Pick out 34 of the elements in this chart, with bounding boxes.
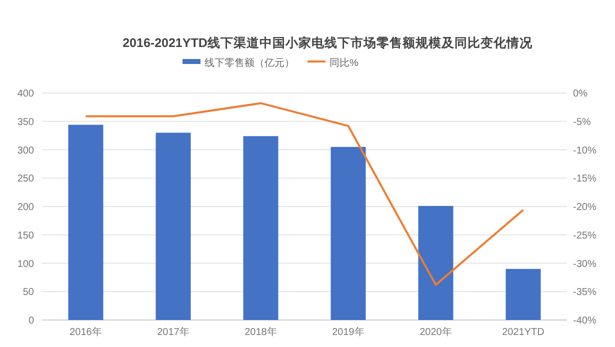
bar <box>156 132 191 320</box>
y2-tick-label: 0% <box>573 88 588 100</box>
y-tick-label: 0 <box>28 316 34 326</box>
bar <box>243 136 278 320</box>
bar <box>418 206 454 320</box>
y2-tick-label: -10% <box>573 145 596 156</box>
x-tick-label: 2021YTD <box>502 327 544 338</box>
y-tick-label: 50 <box>22 287 34 298</box>
x-tick-label: 2017年 <box>157 326 190 338</box>
y2-tick-label: -35% <box>573 287 596 298</box>
bar <box>330 146 366 320</box>
bar <box>506 268 541 320</box>
y-tick-label: 300 <box>17 145 34 156</box>
x-tick-label: 2018年 <box>244 326 277 338</box>
x-tick-label: 2016年 <box>70 326 102 338</box>
y2-tick-label: -20% <box>573 202 596 213</box>
chart-title: 2016-2021YTD线下渠道中国小家电线下市场零售额规模及同比变化情况 <box>122 35 534 50</box>
x-tick-label: 2019年 <box>332 326 364 338</box>
y2-tick-label: -30% <box>573 258 596 270</box>
legend-label: 同比% <box>330 57 358 69</box>
x-tick-label: 2020年 <box>420 326 452 338</box>
y-tick-label: 400 <box>17 88 34 100</box>
y2-tick-label: -40% <box>573 316 596 326</box>
y-tick-label: 200 <box>17 202 34 213</box>
y-tick-label: 350 <box>17 116 34 128</box>
y-tick-label: 150 <box>17 230 34 242</box>
y2-tick-label: -25% <box>573 230 596 242</box>
y2-tick-label: -5% <box>573 116 591 128</box>
y2-tick-label: -15% <box>573 174 596 185</box>
y-tick-label: 100 <box>17 258 34 270</box>
legend-label: 线下零售额（亿元） <box>204 57 294 69</box>
bar <box>68 124 104 320</box>
line-series <box>84 102 524 286</box>
y-tick-label: 250 <box>17 174 34 185</box>
